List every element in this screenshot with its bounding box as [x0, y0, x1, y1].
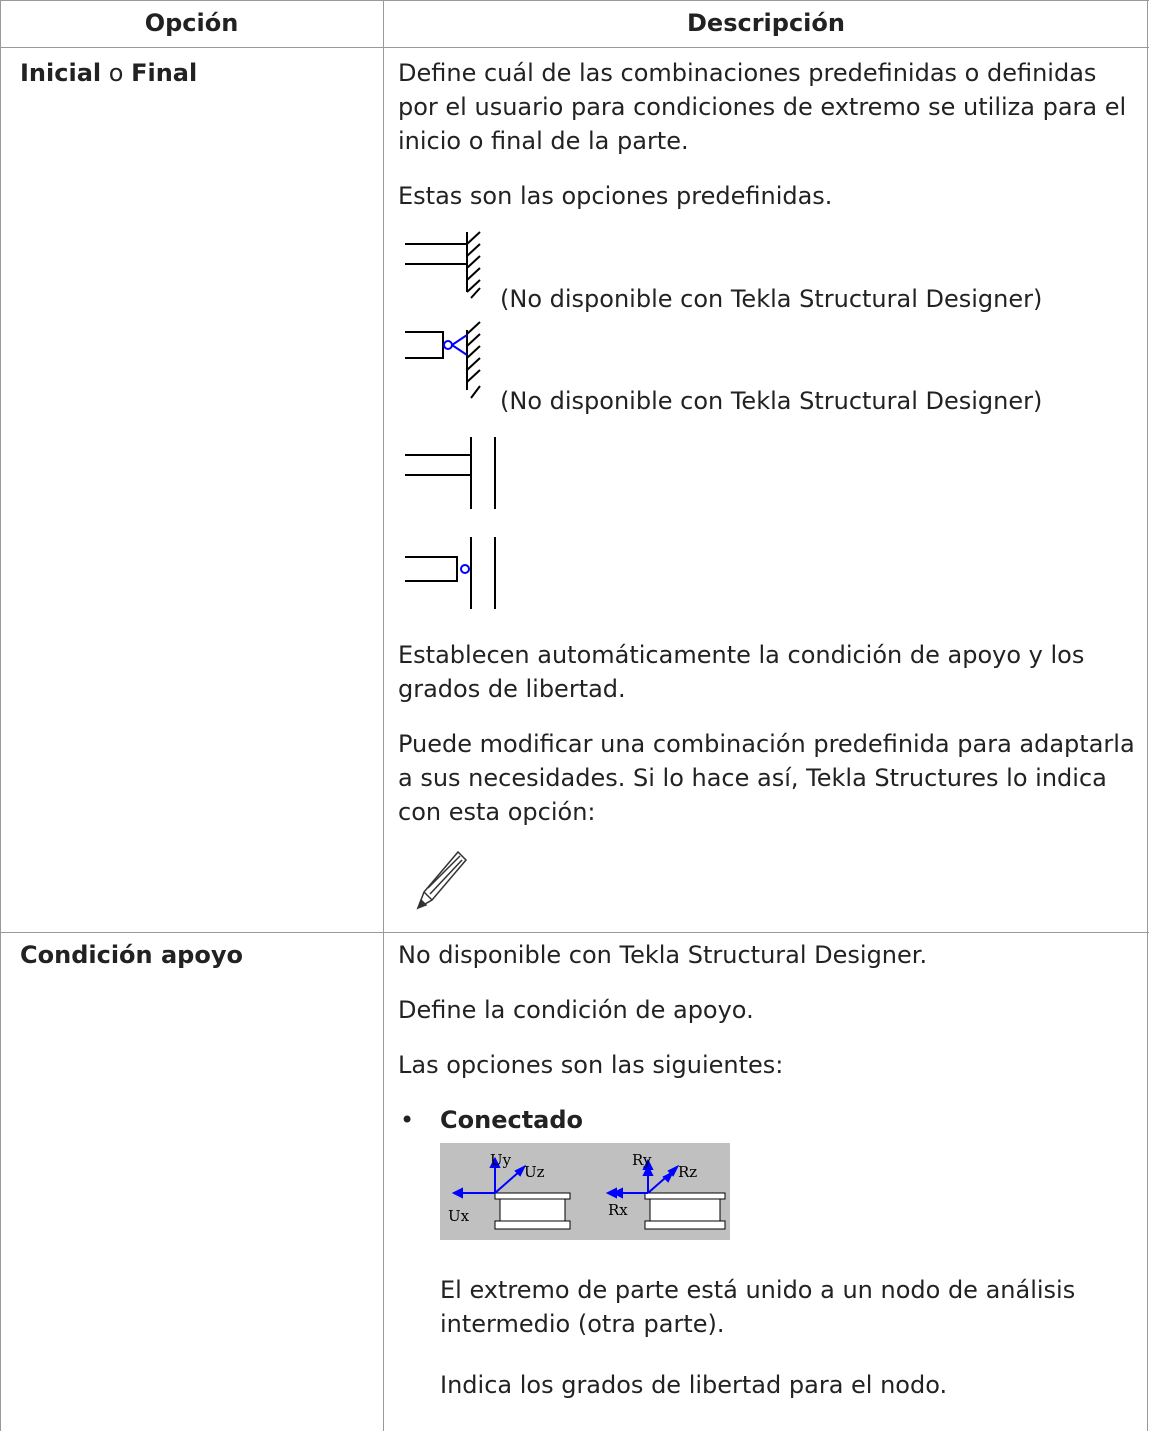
option: Condición apoyo	[20, 941, 243, 969]
figure-label: Rx	[608, 1201, 628, 1219]
header-cell: Opción	[144, 9, 239, 37]
border	[0, 0, 1, 1431]
border	[1147, 0, 1148, 1431]
paragraph: Las opciones son las siguientes:	[398, 1051, 784, 1079]
icon-fixed	[405, 231, 481, 299]
figure-label: Uz	[524, 1163, 545, 1181]
header-cell: Descripción	[687, 9, 845, 37]
option: Inicial o Final	[20, 56, 197, 90]
border	[0, 47, 1149, 48]
icon-pinned-fixed	[405, 321, 481, 399]
border	[0, 932, 1149, 933]
icon-pinned-free	[405, 537, 496, 609]
pencil-icon	[416, 850, 468, 910]
border	[0, 0, 1149, 1]
figure-label: Uy	[490, 1151, 512, 1169]
paragraph: El extremo de parte está unido a un nodo…	[440, 1276, 1076, 1338]
paragraph: Puede modificar una combinación predefin…	[398, 730, 1135, 826]
icon-fixed-free	[405, 437, 496, 509]
paragraph: Define cuál de las combinaciones predefi…	[398, 59, 1127, 155]
paragraph: Define la condición de apoyo.	[398, 996, 754, 1024]
paragraph: Estas son las opciones predefinidas.	[398, 182, 833, 210]
bullet-mark: •	[400, 1106, 415, 1134]
figure-label: Rz	[678, 1163, 697, 1181]
border	[383, 0, 384, 1431]
icon-caption: (No disponible con Tekla Structural Desi…	[500, 285, 1043, 313]
paragraph: Establecen automáticamente la condición …	[398, 641, 1085, 703]
option-part: o	[108, 59, 124, 87]
option-part: Inicial	[20, 59, 102, 87]
paragraph: Indica los grados de libertad para el no…	[440, 1371, 948, 1399]
icon-caption: (No disponible con Tekla Structural Desi…	[500, 387, 1043, 415]
bullet: Conectado	[440, 1106, 584, 1134]
option-part: Final	[131, 59, 198, 87]
figure-label: Ux	[448, 1207, 470, 1225]
paragraph: No disponible con Tekla Structural Desig…	[398, 941, 928, 969]
figure-connected: Uy Uz Ux Ry Rz Rx	[440, 1143, 730, 1240]
figure-label: Ry	[632, 1151, 652, 1169]
